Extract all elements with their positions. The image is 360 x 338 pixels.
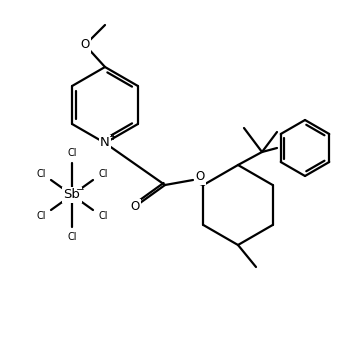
Text: +: + (109, 132, 117, 142)
Text: N: N (100, 137, 110, 149)
Text: O: O (80, 39, 90, 51)
Text: O: O (130, 200, 140, 214)
Text: Cl: Cl (36, 169, 46, 179)
Text: Sb: Sb (64, 189, 80, 201)
Text: O: O (195, 170, 204, 184)
Text: Cl: Cl (67, 148, 77, 158)
Text: Cl: Cl (67, 232, 77, 242)
Text: Cl: Cl (36, 211, 46, 221)
Text: −: − (76, 185, 84, 195)
Text: Cl: Cl (98, 211, 108, 221)
Text: Cl: Cl (98, 169, 108, 179)
